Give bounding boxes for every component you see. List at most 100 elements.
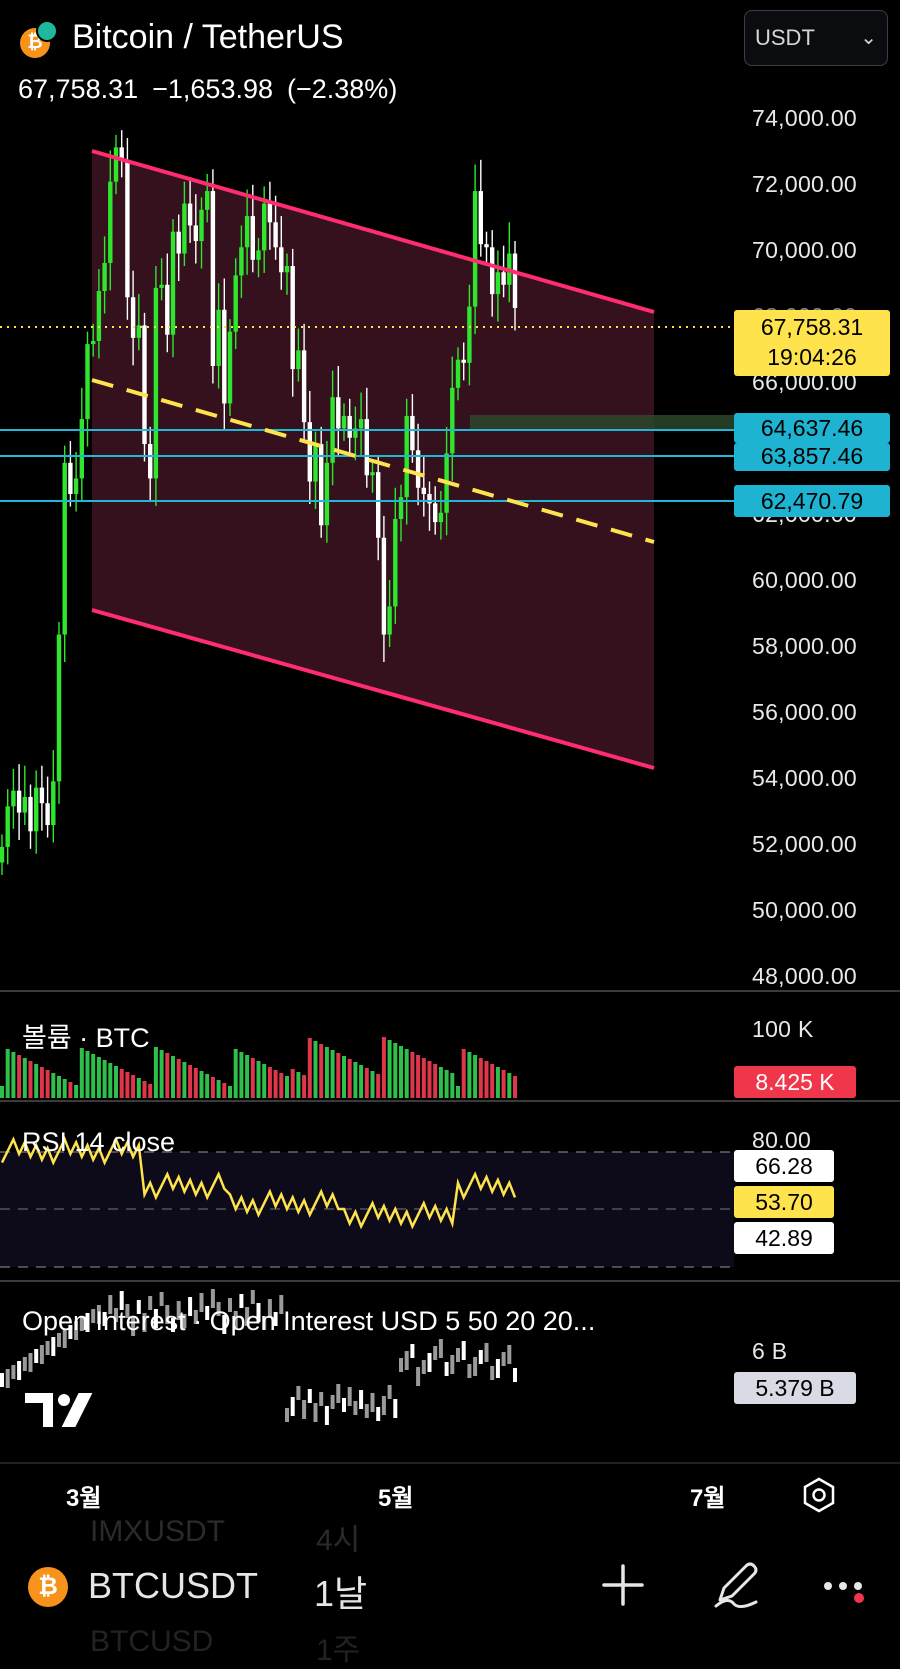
open-interest-bar (353, 1401, 358, 1415)
pane-separator (0, 1462, 900, 1464)
candle-body (119, 147, 124, 160)
candle-body (393, 519, 398, 607)
open-interest-bar (467, 1364, 472, 1378)
volume-bar (313, 1041, 318, 1098)
currency-select[interactable]: USDT ⌄ (744, 10, 888, 66)
open-interest-bar (119, 1291, 124, 1310)
y-tick: 74,000.00 (752, 105, 858, 131)
open-interest-label[interactable]: Open Interest · Open Interest USD 5 50 2… (22, 1306, 596, 1336)
rsi-value-badge: 53.70 (734, 1186, 834, 1218)
open-interest-bar (381, 1396, 386, 1415)
volume-bar (364, 1068, 369, 1098)
candle-body (148, 444, 153, 479)
candle-body (273, 222, 278, 248)
pane-separator[interactable] (0, 1280, 900, 1282)
candle-body (296, 350, 301, 370)
pen-drawing-icon[interactable] (708, 1556, 764, 1612)
volume-bar (336, 1053, 341, 1098)
open-interest-bar (302, 1400, 307, 1419)
candle-body (472, 191, 478, 307)
candle-body (467, 306, 472, 363)
rsi-label[interactable]: RSI 14 close (22, 1127, 176, 1157)
open-interest-bar (188, 1297, 193, 1316)
open-interest-bar (307, 1389, 312, 1403)
volume-bar (450, 1073, 455, 1098)
open-interest-bar (444, 1362, 449, 1376)
volume-bar (410, 1052, 415, 1098)
open-interest-bar (364, 1404, 369, 1418)
volume-bar (387, 1040, 392, 1098)
volume-scale: 100 K (752, 1016, 814, 1042)
open-interest-bar (279, 1295, 284, 1314)
candle-body (216, 309, 221, 366)
volume-bar (433, 1064, 438, 1098)
volume-bar (370, 1071, 375, 1098)
volume-bar (302, 1075, 307, 1098)
open-interest-series (0, 1289, 517, 1425)
candle-body (62, 462, 67, 635)
x-tick: 5월 (378, 1485, 414, 1512)
volume-bar (148, 1084, 153, 1098)
open-interest-bar (148, 1296, 153, 1310)
price-chart[interactable] (0, 0, 900, 1526)
bitcoin-icon: ₿ (20, 20, 58, 58)
symbol-selector[interactable]: BTCUSDT (88, 1565, 258, 1606)
volume-bar (256, 1061, 261, 1098)
volume-bar (199, 1071, 204, 1098)
settings-hexagon-icon[interactable] (800, 1476, 838, 1514)
volume-bar (153, 1047, 158, 1098)
pane-separator[interactable] (0, 990, 900, 992)
volume-label[interactable]: 볼륨 · BTC (22, 1023, 150, 1053)
rsi-lower-badge: 42.89 (734, 1222, 834, 1254)
symbol-title[interactable]: Bitcoin / TetherUS (72, 18, 344, 56)
open-interest-bar (222, 1315, 227, 1334)
candle-body (91, 340, 96, 345)
more-options-icon[interactable] (822, 1578, 868, 1604)
open-interest-bar (461, 1341, 466, 1360)
candle-body (313, 444, 318, 482)
candle-body (193, 225, 198, 242)
rsi-line (0, 1136, 517, 1230)
candle-body (256, 250, 261, 260)
candle-body (495, 272, 501, 295)
volume-bar (296, 1072, 301, 1098)
candle-body (153, 287, 159, 479)
currency-select-value: USDT (755, 25, 815, 50)
candle-body (0, 846, 5, 863)
open-interest-bar (267, 1299, 272, 1318)
volume-bar (416, 1055, 421, 1098)
open-interest-bar (108, 1295, 113, 1314)
open-interest-bar (199, 1293, 204, 1312)
candle-body (5, 806, 10, 847)
candle-body (478, 191, 483, 245)
open-interest-bar (159, 1292, 164, 1306)
volume-bar (427, 1061, 432, 1098)
open-interest-bar (319, 1392, 324, 1406)
plus-icon[interactable] (600, 1562, 646, 1608)
pane-separator[interactable] (0, 1100, 900, 1102)
volume-bar (91, 1054, 96, 1098)
open-interest-bar (216, 1302, 221, 1316)
open-interest-bar (290, 1397, 295, 1416)
volume-bar (239, 1052, 244, 1098)
volume-bar (28, 1061, 33, 1098)
open-interest-bar (228, 1298, 232, 1312)
open-interest-bar (239, 1294, 244, 1308)
volume-bar (5, 1049, 10, 1098)
open-interest-bar (233, 1311, 238, 1330)
open-interest-bar (433, 1346, 438, 1360)
candle-body (319, 444, 324, 526)
open-interest-bar (5, 1369, 10, 1388)
candle-body (136, 325, 141, 338)
open-interest-bar (484, 1343, 489, 1362)
volume-bar (376, 1074, 381, 1098)
volume-bar (171, 1056, 175, 1098)
volume-bar (273, 1070, 278, 1098)
interval-selector[interactable]: 1날 (314, 1573, 368, 1614)
open-interest-bar (250, 1290, 255, 1304)
open-interest-bar (296, 1386, 301, 1400)
last-price-badge: 67,758.31 19:04:26 (734, 310, 890, 376)
candle-body (381, 537, 387, 635)
candle-body (102, 262, 107, 292)
candle-body (279, 247, 284, 273)
